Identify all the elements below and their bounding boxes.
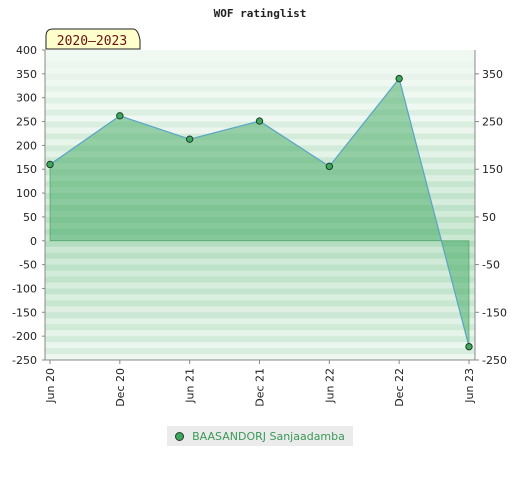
data-point xyxy=(325,162,334,171)
y-tick-label-right: -150 xyxy=(482,306,507,319)
y-tick-label-left: 400 xyxy=(16,44,37,57)
y-tick-label-right: 250 xyxy=(482,116,503,129)
legend-label: BAASANDORJ Sanjaadamba xyxy=(192,429,345,443)
grid-band xyxy=(45,50,475,57)
y-tick-label-left: 50 xyxy=(23,211,37,224)
grid-band xyxy=(45,318,475,325)
period-badge: 2020–2023 xyxy=(45,28,141,50)
grid-band xyxy=(45,324,475,331)
y-tick-label-right: 350 xyxy=(482,68,503,81)
period-badge-label: 2020–2023 xyxy=(57,34,127,49)
x-tick-label: Dec 20 xyxy=(114,368,127,407)
data-points xyxy=(46,74,473,351)
legend: BAASANDORJ Sanjaadamba xyxy=(167,426,353,446)
y-axis-right-labels: 350 250 150 50 -50 -150 -250 xyxy=(475,68,507,367)
chart-title: WOF ratinglist xyxy=(213,7,307,20)
grid-band xyxy=(45,354,475,361)
y-tick-label-left: 350 xyxy=(16,68,37,81)
grid-band xyxy=(45,246,475,254)
grid-band xyxy=(45,336,475,343)
y-tick-label-left: -100 xyxy=(12,282,37,295)
grid-band xyxy=(45,85,475,93)
legend-marker-icon xyxy=(175,431,185,441)
y-tick-label-left: -50 xyxy=(19,259,37,272)
data-point xyxy=(185,135,194,143)
grid-band xyxy=(45,103,475,111)
x-tick-label: Dec 21 xyxy=(254,368,267,407)
data-point xyxy=(255,117,264,125)
grid-band xyxy=(45,79,475,87)
y-tick-label-left: -150 xyxy=(12,306,37,319)
data-point xyxy=(116,112,124,120)
data-point xyxy=(395,74,403,83)
grid-band xyxy=(45,97,475,105)
grid-band xyxy=(45,264,475,272)
grid-band xyxy=(45,348,475,355)
grid-band xyxy=(45,67,475,75)
grid-band xyxy=(45,312,475,319)
x-tick-label: Jun 20 xyxy=(44,368,57,404)
grid-band xyxy=(45,240,475,248)
grid-band xyxy=(45,270,475,278)
y-tick-label-right: 150 xyxy=(482,163,503,176)
grid-band xyxy=(45,73,475,81)
grid-band xyxy=(45,109,475,117)
y-tick-label-left: 150 xyxy=(16,163,37,176)
grid-band xyxy=(45,294,475,301)
y-tick-label-left: -200 xyxy=(12,330,37,343)
x-tick-label: Jun 22 xyxy=(323,368,336,404)
x-tick-label: Dec 22 xyxy=(393,368,406,407)
y-tick-label-right: -250 xyxy=(482,354,507,367)
y-tick-label-left: -250 xyxy=(12,354,37,367)
y-axis-left-labels: 400 350 300 250 200 150 100 50 0 -50 -100 -150 -200 -… xyxy=(12,44,45,367)
grid-band xyxy=(45,258,475,266)
grid-band xyxy=(45,282,475,289)
data-point xyxy=(46,160,54,169)
grid-band xyxy=(45,330,475,337)
grid-band xyxy=(45,306,475,313)
y-tick-label-left: 0 xyxy=(30,235,37,248)
grid-band xyxy=(45,276,475,283)
grid-band xyxy=(45,300,475,307)
x-axis-labels: Jun 20 Dec 20 Jun 21 Dec 21 Jun 22 Dec 22 Jun … xyxy=(44,360,476,407)
grid-band xyxy=(45,55,475,63)
grid-band xyxy=(45,61,475,69)
grid-band xyxy=(45,91,475,99)
x-tick-label: Jun 23 xyxy=(463,368,476,404)
x-tick-label: Jun 21 xyxy=(184,368,197,404)
y-tick-label-right: -50 xyxy=(482,259,500,272)
grid-band xyxy=(45,288,475,295)
data-point xyxy=(465,342,473,351)
y-tick-label-left: 200 xyxy=(16,139,37,152)
y-tick-label-right: 50 xyxy=(482,211,496,224)
grid-band xyxy=(45,252,475,260)
grid-band xyxy=(45,342,475,349)
y-tick-label-left: 300 xyxy=(16,92,37,105)
y-tick-label-left: 250 xyxy=(16,116,37,129)
y-tick-label-left: 100 xyxy=(16,187,37,200)
